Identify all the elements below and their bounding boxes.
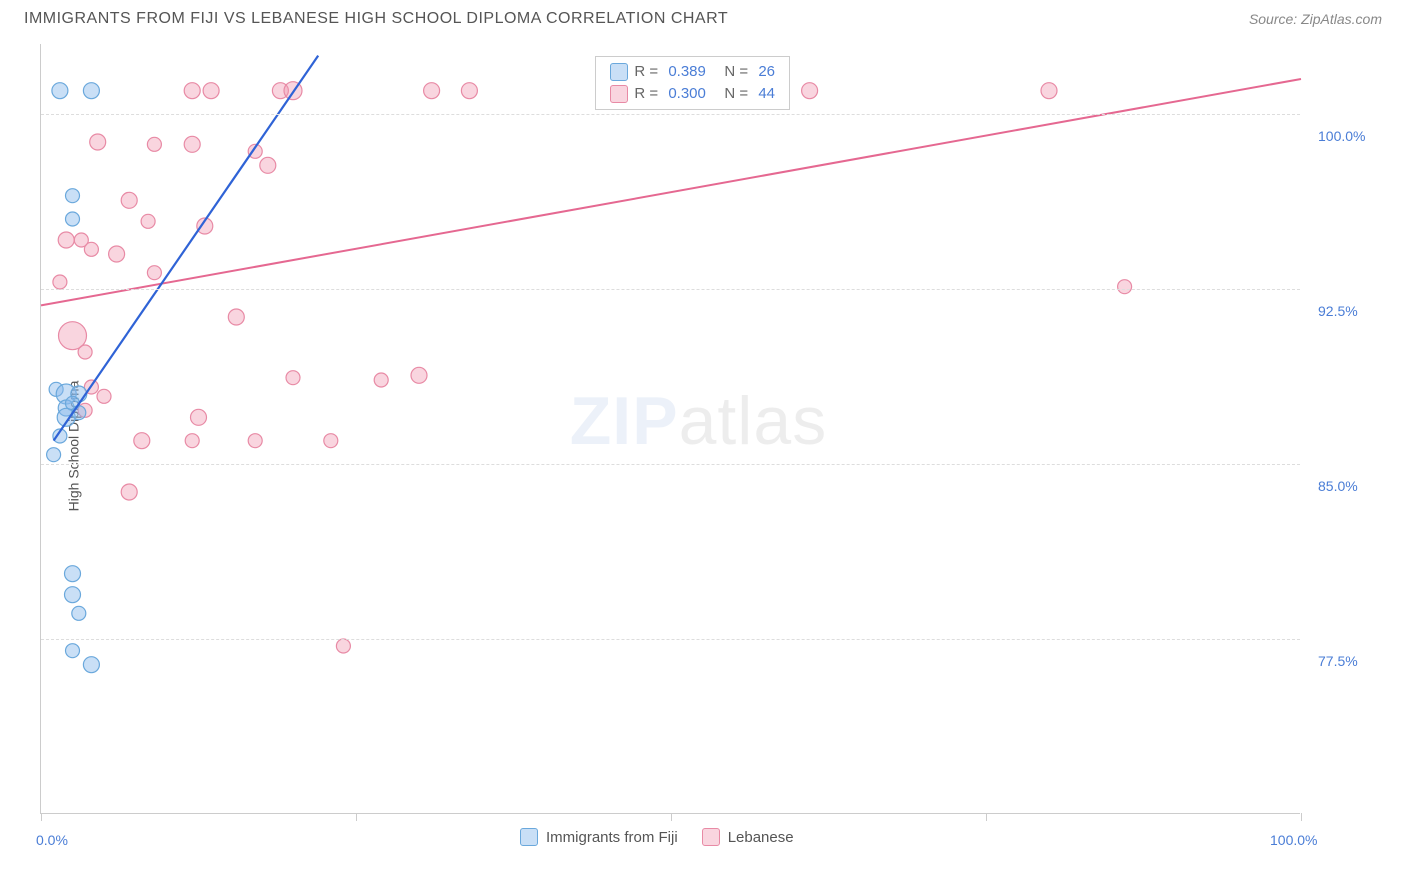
data-point-lebanese — [248, 434, 262, 448]
data-point-lebanese — [147, 266, 161, 280]
data-point-lebanese — [411, 367, 427, 383]
data-point-lebanese — [121, 192, 137, 208]
data-point-lebanese — [58, 232, 74, 248]
gridline — [41, 114, 1300, 115]
legend-n-value-fiji: 26 — [758, 63, 775, 80]
y-tick-label: 92.5% — [1318, 303, 1358, 319]
data-point-lebanese — [286, 371, 300, 385]
y-tick-label: 100.0% — [1318, 128, 1365, 144]
chart-title: IMMIGRANTS FROM FIJI VS LEBANESE HIGH SC… — [24, 10, 728, 28]
data-point-fiji — [47, 448, 61, 462]
data-point-lebanese — [203, 83, 219, 99]
data-point-lebanese — [121, 484, 137, 500]
data-point-lebanese — [374, 373, 388, 387]
trend-line-lebanese — [41, 79, 1301, 305]
data-point-lebanese — [78, 345, 92, 359]
data-point-lebanese — [147, 137, 161, 151]
x-tick — [986, 813, 987, 821]
x-tick — [356, 813, 357, 821]
data-point-lebanese — [141, 214, 155, 228]
chart-plot-area: ZIPatlas R = 0.389 N = 26 R = 0.300 N = … — [40, 44, 1300, 814]
y-tick-label: 85.0% — [1318, 478, 1358, 494]
x-tick — [41, 813, 42, 821]
data-point-lebanese — [802, 83, 818, 99]
x-tick — [671, 813, 672, 821]
x-axis-max-label: 100.0% — [1270, 832, 1317, 848]
data-point-fiji — [83, 83, 99, 99]
legend-swatch-lebanese — [702, 828, 720, 846]
legend-label-lebanese: Lebanese — [728, 829, 794, 846]
legend-n-label: N = — [712, 63, 752, 80]
legend-label-fiji: Immigrants from Fiji — [546, 829, 678, 846]
legend-swatch-fiji — [610, 63, 628, 81]
legend-r-value-fiji: 0.389 — [668, 63, 706, 80]
data-point-lebanese — [90, 134, 106, 150]
data-point-lebanese — [324, 434, 338, 448]
gridline — [41, 464, 1300, 465]
data-point-fiji — [66, 644, 80, 658]
source-prefix: Source: — [1249, 11, 1301, 27]
legend-swatch-fiji — [520, 828, 538, 846]
data-point-lebanese — [185, 434, 199, 448]
data-point-lebanese — [461, 83, 477, 99]
gridline — [41, 639, 1300, 640]
data-point-lebanese — [191, 409, 207, 425]
data-point-lebanese — [53, 275, 67, 289]
source-attribution: Source: ZipAtlas.com — [1249, 11, 1382, 27]
data-point-fiji — [52, 83, 68, 99]
data-point-fiji — [83, 657, 99, 673]
data-point-lebanese — [424, 83, 440, 99]
legend-r-value-lebanese: 0.300 — [668, 85, 706, 102]
source-name: ZipAtlas.com — [1301, 11, 1382, 27]
data-point-fiji — [72, 606, 86, 620]
x-axis-min-label: 0.0% — [36, 832, 68, 848]
legend-item-lebanese: Lebanese — [702, 828, 794, 846]
data-point-lebanese — [1041, 83, 1057, 99]
data-point-fiji — [65, 566, 81, 582]
legend-item-fiji: Immigrants from Fiji — [520, 828, 678, 846]
data-point-fiji — [66, 212, 80, 226]
legend-swatch-lebanese — [610, 85, 628, 103]
y-tick-label: 77.5% — [1318, 653, 1358, 669]
data-point-lebanese — [336, 639, 350, 653]
data-point-lebanese — [97, 389, 111, 403]
x-tick — [1301, 813, 1302, 821]
data-point-fiji — [66, 189, 80, 203]
legend-stats-box: R = 0.389 N = 26 R = 0.300 N = 44 — [595, 56, 790, 110]
data-point-lebanese — [184, 136, 200, 152]
data-point-fiji — [65, 587, 81, 603]
scatter-svg — [41, 44, 1300, 813]
legend-stats-row-lebanese: R = 0.300 N = 44 — [610, 83, 775, 105]
gridline — [41, 289, 1300, 290]
legend-r-label: R = — [634, 85, 662, 102]
legend-series: Immigrants from Fiji Lebanese — [520, 828, 794, 846]
data-point-lebanese — [84, 242, 98, 256]
data-point-lebanese — [1118, 280, 1132, 294]
data-point-lebanese — [184, 83, 200, 99]
data-point-lebanese — [134, 433, 150, 449]
legend-n-value-lebanese: 44 — [758, 85, 775, 102]
legend-stats-row-fiji: R = 0.389 N = 26 — [610, 61, 775, 83]
legend-n-label: N = — [712, 85, 752, 102]
data-point-lebanese — [260, 157, 276, 173]
data-point-lebanese — [228, 309, 244, 325]
data-point-lebanese — [109, 246, 125, 262]
legend-r-label: R = — [634, 63, 662, 80]
